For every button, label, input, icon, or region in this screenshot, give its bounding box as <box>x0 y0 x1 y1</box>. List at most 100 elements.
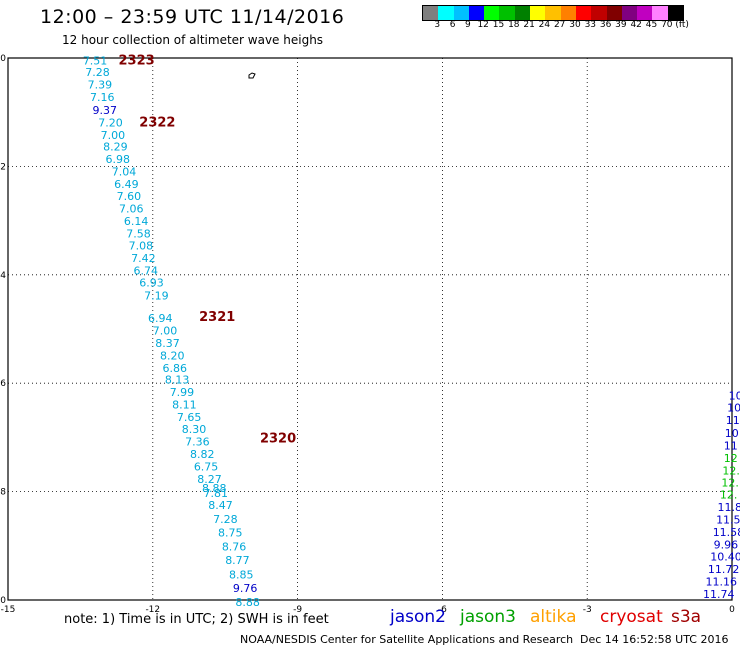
color-scale-label: 39 <box>615 20 627 30</box>
swh-reading: 7.39 <box>88 78 113 91</box>
swh-color-scale <box>422 5 685 21</box>
color-scale-swatch <box>621 6 638 20</box>
swh-reading: 7.08 <box>129 239 154 252</box>
map-grid <box>8 58 732 600</box>
swh-reading: 12. <box>722 464 740 477</box>
color-scale-swatch <box>438 6 454 20</box>
swh-reading: 8.27 <box>197 473 222 486</box>
latitude-tick-label: -46 <box>0 379 6 389</box>
map-axes: -15 -12 -9 -6 -3 0 -40 -42 -44 -46 -48 -50 <box>0 54 735 615</box>
color-scale-label: 70 <box>661 20 673 30</box>
map-subtitle: 12 hour collection of altimeter wave hei… <box>62 33 324 47</box>
satellite-legend-altika: altika <box>530 607 577 627</box>
color-scale-label: 15 <box>492 20 505 30</box>
latitude-tick-label: -42 <box>0 162 6 172</box>
pass-time-label: 2320 <box>260 431 296 446</box>
color-scale-swatch <box>560 6 576 20</box>
swh-reading: 8.75 <box>218 527 243 540</box>
color-scale-label: 18 <box>508 20 520 30</box>
color-scale-label: 3 <box>434 20 441 30</box>
color-scale-label: 42 <box>630 20 642 30</box>
swh-reading: 8.88 <box>202 482 227 495</box>
swh-reading: 7.60 <box>117 190 142 203</box>
color-scale-swatch <box>530 6 546 20</box>
generation-timestamp: Dec 14 16:52:58 UTC 2016 <box>580 633 729 646</box>
swh-reading: 9.96 <box>714 539 739 552</box>
swh-reading: 11.72 <box>708 563 740 576</box>
swh-reading: 7.65 <box>177 411 202 424</box>
satellite-legend-s3a: s3a <box>671 607 702 627</box>
color-scale-label: 27 <box>553 20 566 30</box>
swh-reading: 11.16 <box>705 575 737 588</box>
latitude-tick-label: -44 <box>0 271 6 281</box>
swh-reading: 11.58 <box>713 526 740 539</box>
swh-reading: 8.85 <box>229 568 254 581</box>
swh-reading: 12. <box>721 477 739 490</box>
swh-reading: 11 <box>726 414 740 427</box>
map-title: 12:00 – 23:59 UTC 11/14/2016 <box>40 6 345 28</box>
swh-reading: 11.5 <box>716 514 740 527</box>
pass-time-label: 2323 <box>119 54 155 69</box>
pass-time-label: 2322 <box>139 115 175 130</box>
swh-reading: 10.40 <box>710 550 740 563</box>
swh-reading: 7.16 <box>90 91 115 104</box>
swh-reading: 12 <box>724 452 738 465</box>
footer-note: note: 1) Time is in UTC; 2) SWH is in fe… <box>64 612 329 627</box>
color-scale-swatch <box>545 6 561 20</box>
altimeter-readings: 7.517.287.397.169.377.207.008.296.987.04… <box>83 55 740 609</box>
color-scale-swatch <box>606 6 622 20</box>
latitude-tick-label: -40 <box>0 54 6 64</box>
swh-reading: 6.75 <box>194 460 219 473</box>
color-scale-label: 45 <box>645 20 658 30</box>
longitude-tick-label: -9 <box>293 605 302 615</box>
swh-reading: 7.06 <box>119 202 144 215</box>
color-scale-label: 6 <box>449 20 456 30</box>
longitude-tick-label: -15 <box>1 605 16 615</box>
swh-reading: 6.93 <box>139 277 164 290</box>
swh-reading: 8.37 <box>155 337 180 350</box>
credit-line: NOAA/NESDIS Center for Satellite Applica… <box>240 633 574 646</box>
color-scale-swatch <box>667 6 684 20</box>
swh-reading: 6.86 <box>162 362 187 375</box>
swh-reading: 7.00 <box>153 324 178 337</box>
swh-reading: 7.51 <box>83 55 108 68</box>
swh-reading: 6.94 <box>148 312 173 325</box>
color-scale-swatch <box>591 6 607 20</box>
swh-reading: 7.58 <box>126 227 150 240</box>
color-scale-label: 12 <box>477 20 489 30</box>
longitude-tick-label: -3 <box>583 605 592 615</box>
satellite-legend-jason2: jason2 <box>390 607 446 627</box>
swh-reading: 6.49 <box>114 178 139 191</box>
swh-reading: 10 <box>725 427 739 440</box>
swh-reading: 8.88 <box>235 596 260 609</box>
color-scale-label: (ft) <box>675 20 689 30</box>
swh-reading: 10 <box>727 401 740 414</box>
swh-reading: 10 <box>729 389 740 402</box>
pass-labels: 2323 2322 2321 2320 <box>119 54 297 447</box>
swh-reading: 6.98 <box>105 153 129 166</box>
color-scale-swatch <box>499 6 515 20</box>
color-scale-swatch <box>652 6 668 20</box>
color-scale-labels: 3 6 9 12 15 18 21 24 27 30 33 36 39 42 45 70 (ft) <box>422 20 740 34</box>
swh-reading: 7.28 <box>85 66 110 79</box>
swh-reading: 11 <box>724 439 738 452</box>
color-scale-label: 9 <box>465 20 471 30</box>
swh-reading: 8.13 <box>165 374 190 387</box>
island-outline <box>248 72 256 79</box>
swh-reading: 11.8 <box>718 501 740 514</box>
swh-reading: 8.29 <box>103 141 128 154</box>
swh-reading: 9.37 <box>92 104 117 117</box>
satellite-legend-jason3: jason3 <box>460 607 516 627</box>
longitude-tick-label: -6 <box>438 605 447 615</box>
swh-reading: 8.76 <box>222 541 247 554</box>
map-border <box>7 57 733 601</box>
latitude-tick-label: -50 <box>0 596 6 606</box>
swh-reading: 9.76 <box>233 582 258 595</box>
swh-reading: 12. <box>720 489 738 502</box>
color-scale-swatch <box>637 6 653 20</box>
swh-reading: 11.74 <box>703 588 735 601</box>
longitude-tick-label: -12 <box>145 605 160 615</box>
swh-reading: 7.28 <box>213 513 238 526</box>
swh-reading: 6.14 <box>124 215 149 228</box>
